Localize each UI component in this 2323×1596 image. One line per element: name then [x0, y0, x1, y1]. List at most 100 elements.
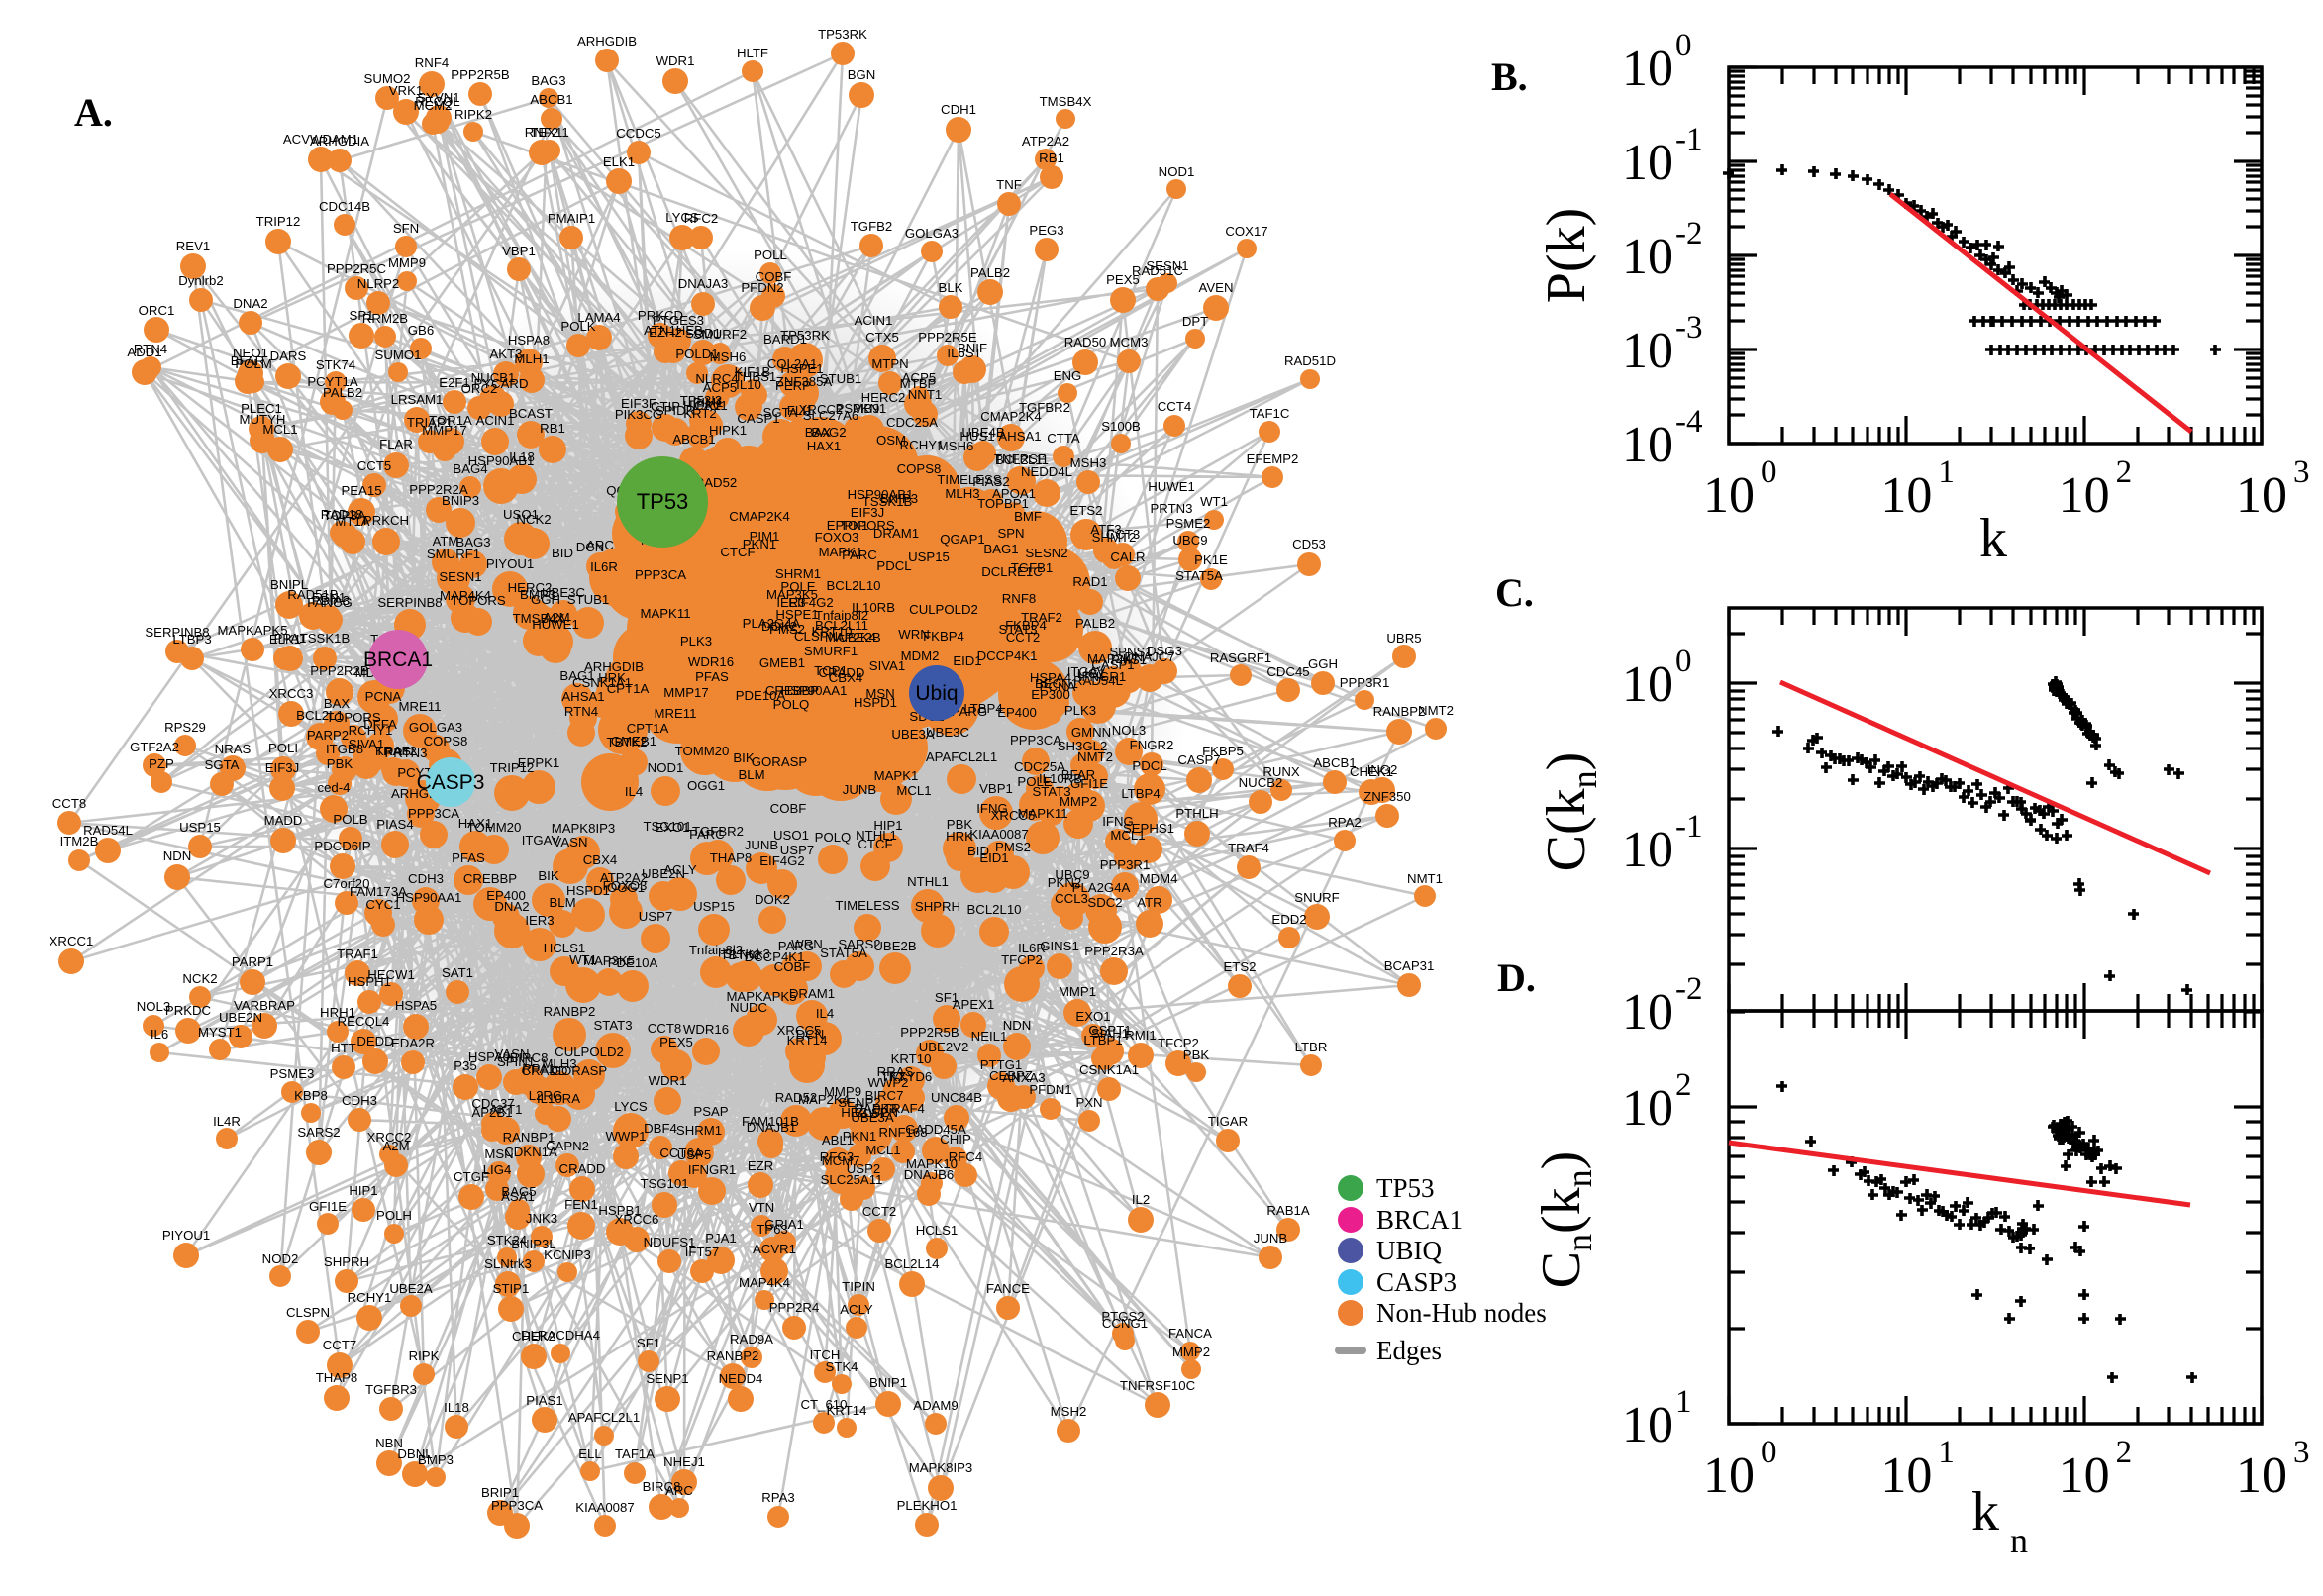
- svg-text:UBE2N: UBE2N: [219, 1010, 262, 1025]
- svg-text:GMEB1: GMEB1: [611, 734, 656, 748]
- svg-text:KRT10: KRT10: [812, 624, 853, 639]
- svg-text:CRADD: CRADD: [522, 1063, 568, 1078]
- svg-text:-4: -4: [1675, 404, 1703, 440]
- svg-text:PDCL: PDCL: [1132, 758, 1166, 773]
- svg-text:HSPE1: HSPE1: [780, 361, 823, 376]
- svg-text:FANCA: FANCA: [1168, 1326, 1212, 1341]
- svg-text:PSMB9: PSMB9: [836, 401, 880, 416]
- svg-text:SOD1: SOD1: [685, 326, 721, 341]
- svg-text:SPIDR: SPIDR: [656, 403, 695, 418]
- svg-text:EID1: EID1: [953, 653, 981, 668]
- svg-text:PLEC1: PLEC1: [241, 401, 282, 416]
- svg-text:SENP2: SENP2: [838, 1095, 880, 1110]
- svg-text:BLM: BLM: [549, 895, 575, 910]
- svg-text:PPP3R1: PPP3R1: [1340, 675, 1390, 690]
- svg-text:CCT7: CCT7: [323, 1338, 356, 1352]
- svg-text:10: 10: [1622, 41, 1673, 97]
- svg-text:DNA2: DNA2: [233, 296, 267, 311]
- svg-text:IFT57: IFT57: [685, 1245, 719, 1259]
- svg-text:IL6ST: IL6ST: [947, 346, 981, 360]
- svg-text:CCT2: CCT2: [862, 1204, 896, 1219]
- svg-text:KRT14: KRT14: [787, 1033, 828, 1047]
- svg-text:BNIP3: BNIP3: [442, 493, 479, 508]
- svg-text:STUB1: STUB1: [567, 592, 610, 607]
- svg-text:UBIQ: UBIQ: [1376, 1236, 1442, 1265]
- svg-text:BAX: BAX: [805, 425, 832, 440]
- svg-text:NUDC: NUDC: [730, 1000, 768, 1015]
- svg-text:ATR: ATR: [1137, 895, 1162, 910]
- svg-text:WDR1: WDR1: [649, 1073, 687, 1088]
- svg-text:EDA2R: EDA2R: [391, 1036, 435, 1050]
- svg-text:CCT5: CCT5: [357, 458, 391, 473]
- svg-text:L2RG: L2RG: [529, 1088, 562, 1103]
- svg-text:ABCB1: ABCB1: [1313, 755, 1356, 770]
- svg-text:SEPHS1: SEPHS1: [1123, 821, 1174, 836]
- svg-text:XRCC2: XRCC2: [367, 1130, 412, 1145]
- svg-text:PEA15: PEA15: [341, 483, 381, 498]
- svg-text:PPP2R2A: PPP2R2A: [409, 482, 468, 497]
- svg-text:SYVN1: SYVN1: [417, 90, 459, 105]
- svg-text:RNF4: RNF4: [415, 55, 449, 70]
- svg-text:CDH1: CDH1: [941, 102, 976, 117]
- svg-text:HIP1: HIP1: [349, 1183, 377, 1198]
- svg-text:IL10RA: IL10RA: [537, 1091, 580, 1106]
- svg-text:POLQ: POLQ: [815, 830, 852, 845]
- svg-text:PIAS2: PIAS2: [972, 474, 1009, 489]
- svg-text:BAG3: BAG3: [531, 73, 565, 88]
- svg-text:ACLY: ACLY: [663, 862, 697, 877]
- svg-text:RAD51C: RAD51C: [1132, 263, 1184, 278]
- svg-text:BMP3: BMP3: [520, 587, 556, 602]
- svg-text:MAP3K5: MAP3K5: [766, 587, 818, 602]
- svg-text:SF1: SF1: [637, 1336, 660, 1350]
- svg-text:PPP3CA: PPP3CA: [635, 567, 686, 582]
- svg-text:DOK2: DOK2: [755, 892, 790, 907]
- svg-text:ATP2A2: ATP2A2: [600, 870, 648, 885]
- svg-text:NUCB2: NUCB2: [1239, 775, 1283, 790]
- svg-text:TSG101: TSG101: [643, 819, 691, 834]
- svg-text:TP53I3: TP53I3: [680, 393, 723, 408]
- svg-text:KIAA0087: KIAA0087: [575, 1500, 634, 1515]
- svg-text:10: 10: [1622, 1397, 1673, 1453]
- svg-text:PFAS: PFAS: [695, 669, 729, 684]
- svg-text:GRIA1: GRIA1: [764, 1217, 804, 1232]
- svg-text:PYCARD: PYCARD: [474, 376, 529, 391]
- svg-text:TRAF1: TRAF1: [337, 947, 378, 961]
- svg-text:IFNG: IFNG: [1102, 814, 1134, 829]
- svg-text:WRN: WRN: [898, 627, 930, 642]
- svg-text:VASN: VASN: [554, 835, 588, 849]
- svg-text:USO1: USO1: [773, 828, 809, 843]
- svg-text:RAD51D: RAD51D: [1284, 353, 1336, 368]
- svg-text:STAT3: STAT3: [593, 1018, 632, 1033]
- svg-text:GORASP: GORASP: [552, 1063, 608, 1078]
- svg-text:MSH6: MSH6: [938, 439, 974, 453]
- svg-text:HSPH1: HSPH1: [348, 974, 391, 989]
- svg-text:EP300: EP300: [1031, 687, 1070, 702]
- svg-text:IL6R: IL6R: [1018, 941, 1046, 955]
- svg-text:FKBP4: FKBP4: [923, 629, 964, 644]
- svg-text:GMEB1: GMEB1: [759, 655, 805, 670]
- svg-text:UBC9: UBC9: [1055, 867, 1089, 882]
- svg-text:MSH2: MSH2: [1051, 1404, 1087, 1419]
- svg-text:RNF2: RNF2: [525, 125, 558, 140]
- svg-text:-1: -1: [1675, 122, 1703, 157]
- svg-text:POLK: POLK: [560, 319, 595, 334]
- svg-text:BCL2L14: BCL2L14: [885, 1256, 940, 1271]
- svg-text:C(kn): C(kn): [1536, 752, 1604, 872]
- svg-text:HSP90AA1: HSP90AA1: [781, 683, 848, 698]
- svg-text:CDC37: CDC37: [471, 1096, 514, 1111]
- svg-text:AVEN: AVEN: [1199, 280, 1234, 295]
- svg-text:USP2: USP2: [847, 1161, 880, 1176]
- svg-text:PEG3: PEG3: [1029, 223, 1063, 238]
- svg-text:NDN: NDN: [163, 848, 192, 863]
- svg-text:ABCB1: ABCB1: [672, 432, 715, 447]
- svg-text:PRTN3: PRTN3: [1151, 501, 1193, 516]
- svg-text:DNAJB1: DNAJB1: [747, 1120, 797, 1135]
- svg-text:NOD2: NOD2: [262, 1251, 299, 1266]
- svg-text:ETS2: ETS2: [1224, 959, 1257, 974]
- svg-text:NMT2: NMT2: [1077, 749, 1113, 764]
- svg-text:PPP3CA: PPP3CA: [408, 806, 459, 821]
- svg-text:WWP2: WWP2: [867, 1075, 908, 1090]
- svg-text:JNK3: JNK3: [526, 1211, 557, 1226]
- svg-text:ACLY: ACLY: [840, 1302, 873, 1317]
- svg-text:RAD9A: RAD9A: [730, 1332, 773, 1347]
